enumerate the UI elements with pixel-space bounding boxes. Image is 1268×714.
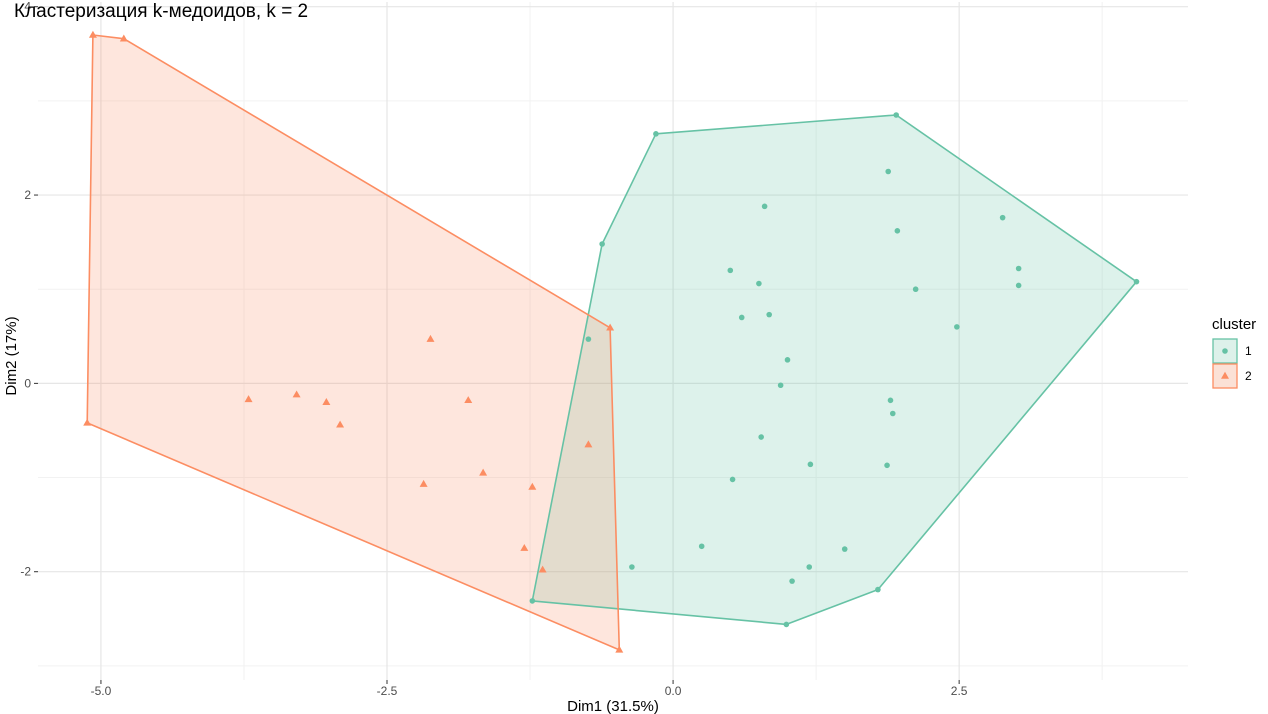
cluster-2-point	[584, 440, 593, 448]
y-axis-label: Dim2 (17%)	[3, 316, 20, 395]
cluster-2-point	[322, 398, 331, 405]
cluster-2-point	[88, 30, 97, 38]
y-tick-label: 4	[24, 0, 31, 14]
major-gridlines	[38, 2, 1188, 680]
x-tick-label: 2.5	[951, 684, 968, 698]
cluster-1-point	[887, 397, 894, 404]
cluster-1-point	[738, 314, 745, 321]
cluster-1-point	[894, 228, 901, 234]
cluster-1-point	[841, 546, 848, 552]
cluster-1-point	[889, 410, 896, 417]
cluster-2-point	[426, 334, 435, 342]
cluster-1-point	[585, 336, 592, 342]
cluster-2-point	[615, 645, 624, 653]
cluster-1-point	[653, 131, 659, 137]
cluster-points	[83, 30, 1140, 653]
cluster-1-point	[777, 382, 784, 389]
cluster-1-point	[599, 241, 605, 247]
y-tick-label: 0	[24, 376, 31, 390]
cluster-1-point	[758, 434, 764, 440]
legend-title: cluster	[1212, 316, 1256, 333]
cluster-1-point	[1015, 265, 1022, 272]
cluster-2-point	[292, 390, 301, 398]
cluster-hulls	[86, 34, 1138, 651]
cluster-1-point	[912, 286, 919, 293]
panel-background	[38, 2, 1188, 680]
cluster-1-point	[807, 461, 814, 468]
cluster-1-point	[756, 280, 762, 287]
legend-marker-1	[1222, 348, 1228, 354]
cluster-2-point	[336, 420, 345, 428]
cluster-1-hull-fill	[532, 115, 1137, 625]
cluster-1-point	[954, 324, 960, 330]
cluster-1-point	[789, 578, 795, 584]
cluster-1-point	[729, 476, 736, 483]
legend-label-2: 2	[1245, 369, 1252, 383]
cluster-2-point	[464, 396, 473, 404]
cluster-1-point	[885, 168, 891, 175]
legend-marker-2	[1221, 371, 1229, 379]
cluster-2-point	[119, 34, 128, 42]
x-tick-label: 0.0	[665, 684, 682, 698]
cluster-2-hull-fill	[87, 35, 620, 650]
cluster-1-point	[698, 543, 705, 550]
cluster-1-point	[884, 462, 890, 469]
cluster-2-point	[528, 482, 537, 490]
cluster-2-hull-outline	[86, 34, 621, 651]
y-tick-label: -2	[20, 565, 31, 579]
cluster-1-point	[784, 357, 791, 363]
y-tick-label: 2	[24, 188, 31, 202]
cluster-1-point	[629, 564, 635, 570]
cluster-1-point	[783, 621, 790, 628]
cluster-2-point	[244, 395, 253, 403]
cluster-2-point	[479, 468, 488, 476]
legend: cluster 1 2	[1212, 316, 1256, 389]
cluster-1-point	[1015, 282, 1022, 289]
cluster-1-point	[761, 203, 768, 210]
cluster-1-point	[999, 214, 1006, 221]
cluster-1-point	[875, 586, 881, 593]
cluster-1-point	[1133, 278, 1140, 285]
cluster-2-point	[419, 479, 428, 487]
cluster-1-point	[806, 564, 813, 570]
x-tick-label: -2.5	[377, 684, 398, 698]
cluster-1-point	[893, 112, 900, 118]
x-tick-label: -5.0	[91, 684, 112, 698]
cluster-2-point	[83, 418, 92, 426]
axis-ticks: -5.0 -2.5 0.0 2.5 -2 0 2 4	[20, 0, 967, 698]
cluster-1-hull-outline	[531, 114, 1138, 626]
cluster-2-point	[538, 565, 547, 573]
cluster-1-point	[727, 267, 734, 274]
cluster-2-point	[606, 323, 615, 331]
cluster-1-point	[529, 598, 536, 604]
x-axis-label: Dim1 (31.5%)	[567, 698, 659, 714]
chart-title: Кластеризация k-медоидов, k = 2	[14, 1, 308, 22]
legend-label-1: 1	[1245, 344, 1252, 358]
cluster-2-point	[520, 543, 529, 551]
cluster-1-point	[766, 311, 772, 318]
